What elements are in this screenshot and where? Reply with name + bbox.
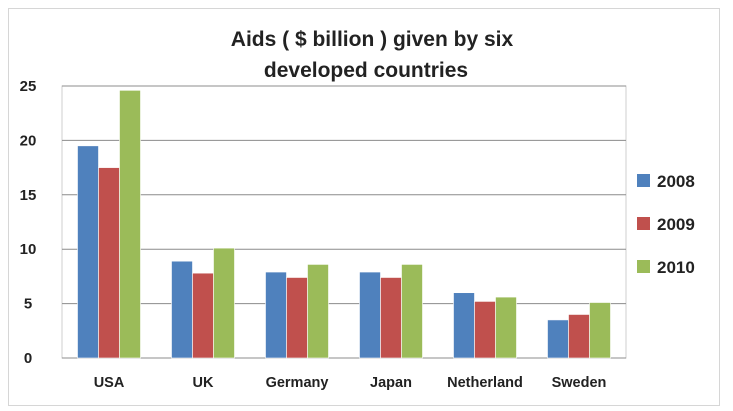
bar-netherland-2009 bbox=[474, 301, 496, 359]
legend-swatch-2010 bbox=[637, 260, 650, 273]
y-tick-label: 5 bbox=[24, 296, 32, 313]
bar-germany-2010 bbox=[307, 264, 329, 359]
x-tick-label: Sweden bbox=[552, 375, 607, 391]
bar-sweden-2008 bbox=[547, 319, 569, 359]
bar-germany-2009 bbox=[286, 277, 308, 359]
legend-label-2009: 2009 bbox=[657, 215, 695, 234]
legend-swatch-2008 bbox=[637, 174, 650, 187]
plot-area: 0 5 10 15 20 25 USA UK Germany Japan Netherland Swe… bbox=[20, 78, 627, 391]
y-tick-label: 15 bbox=[20, 187, 37, 204]
x-tick-label: Germany bbox=[266, 375, 329, 391]
x-tick-label: Japan bbox=[370, 375, 412, 391]
chart-title: Aids ( $ billion ) given by six bbox=[231, 28, 514, 51]
bar-uk-2009 bbox=[192, 272, 214, 359]
x-tick-label: USA bbox=[94, 375, 125, 391]
y-tick-label: 0 bbox=[24, 350, 32, 367]
bar-uk-2008 bbox=[171, 260, 193, 359]
legend-swatch-2009 bbox=[637, 217, 650, 230]
x-tick-label: UK bbox=[193, 375, 214, 391]
y-tick-label: 10 bbox=[20, 241, 37, 258]
y-tick-label: 20 bbox=[20, 132, 37, 149]
x-tick-label: Netherland bbox=[447, 375, 523, 391]
legend-label-2010: 2010 bbox=[657, 258, 695, 277]
bar-netherland-2008 bbox=[453, 292, 475, 359]
legend-label-2008: 2008 bbox=[657, 172, 695, 191]
bar-japan-2010 bbox=[401, 264, 423, 359]
bar-netherland-2010 bbox=[495, 296, 517, 359]
chart-title-line2: developed countries bbox=[264, 59, 468, 82]
bar-sweden-2009 bbox=[568, 314, 590, 359]
bar-usa-2010 bbox=[119, 90, 141, 359]
y-tick-label: 25 bbox=[20, 78, 37, 95]
bar-sweden-2010 bbox=[589, 302, 611, 359]
plot-border bbox=[61, 85, 627, 359]
legend: 2008 2009 2010 bbox=[637, 172, 695, 277]
bar-germany-2008 bbox=[265, 271, 287, 359]
bar-usa-2008 bbox=[77, 145, 99, 359]
bar-usa-2009 bbox=[98, 167, 120, 359]
bar-japan-2009 bbox=[380, 277, 402, 359]
bar-japan-2008 bbox=[359, 271, 381, 359]
bar-uk-2010 bbox=[213, 247, 235, 359]
